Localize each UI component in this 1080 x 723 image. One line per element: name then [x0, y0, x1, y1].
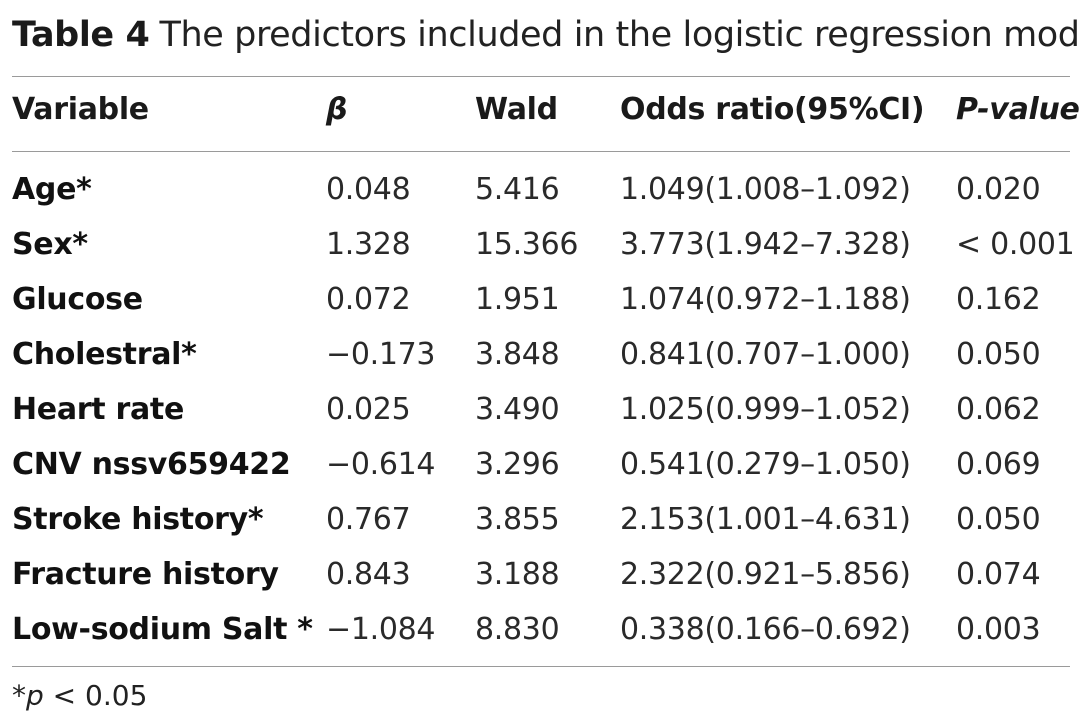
cell-variable: Fracture history — [12, 557, 279, 592]
header-wald: Wald — [475, 92, 558, 127]
cell-variable: CNV nssv659422 — [12, 447, 291, 482]
table-row: CNV nssv659422 −0.614 3.296 0.541(0.279–1.0… — [0, 445, 1080, 500]
cell-wald: 8.830 — [475, 612, 560, 647]
cell-p-value: < 0.001 — [956, 227, 1075, 262]
table-row: Stroke history* 0.767 3.855 2.153(1.001–4.6… — [0, 500, 1080, 555]
cell-wald: 3.855 — [475, 502, 560, 537]
cell-odds-ratio: 0.338(0.166–0.692) — [620, 612, 911, 647]
top-rule — [12, 76, 1070, 77]
cell-beta: 0.048 — [326, 172, 411, 207]
header-rule — [12, 151, 1070, 152]
cell-wald: 3.296 — [475, 447, 560, 482]
cell-odds-ratio: 0.841(0.707–1.000) — [620, 337, 911, 372]
table-row: Glucose 0.072 1.951 1.074(0.972–1.188) 0.162 — [0, 280, 1080, 335]
cell-p-value: 0.050 — [956, 337, 1041, 372]
cell-beta: −0.614 — [326, 447, 436, 482]
cell-p-value: 0.050 — [956, 502, 1041, 537]
footnote-p-symbol: p — [26, 679, 44, 712]
table-caption: Table 4 The predictors included in the lo… — [12, 12, 1080, 58]
cell-odds-ratio: 2.153(1.001–4.631) — [620, 502, 911, 537]
cell-wald: 3.188 — [475, 557, 560, 592]
cell-variable: Sex* — [12, 227, 88, 262]
table-row: Low-sodium Salt * −1.084 8.830 0.338(0.166–… — [0, 610, 1080, 665]
table-row: Sex* 1.328 15.366 3.773(1.942–7.328) < 0.001 — [0, 225, 1080, 280]
cell-variable: Low-sodium Salt * — [12, 612, 313, 647]
cell-variable: Stroke history* — [12, 502, 264, 537]
header-p-value: P-value — [956, 92, 1080, 127]
cell-wald: 1.951 — [475, 282, 560, 317]
footnote-text: < 0.05 — [43, 679, 148, 712]
cell-variable: Age* — [12, 172, 92, 207]
cell-p-value: 0.062 — [956, 392, 1041, 427]
cell-beta: −1.084 — [326, 612, 436, 647]
cell-beta: 0.072 — [326, 282, 411, 317]
cell-p-value: 0.162 — [956, 282, 1041, 317]
cell-wald: 3.490 — [475, 392, 560, 427]
cell-odds-ratio: 3.773(1.942–7.328) — [620, 227, 911, 262]
cell-beta: −0.173 — [326, 337, 436, 372]
bottom-rule — [12, 666, 1070, 667]
cell-p-value: 0.003 — [956, 612, 1041, 647]
cell-beta: 0.025 — [326, 392, 411, 427]
footnote-star: * — [12, 679, 26, 712]
footnote: *p < 0.05 — [12, 676, 147, 716]
table-row: Heart rate 0.025 3.490 1.025(0.999–1.052) 0.… — [0, 390, 1080, 445]
cell-odds-ratio: 1.049(1.008–1.092) — [620, 172, 911, 207]
table-row: Fracture history 0.843 3.188 2.322(0.921–5.… — [0, 555, 1080, 610]
cell-beta: 1.328 — [326, 227, 411, 262]
cell-variable: Glucose — [12, 282, 143, 317]
header-odds-ratio: Odds ratio(95%CI) — [620, 92, 925, 127]
cell-beta: 0.767 — [326, 502, 411, 537]
cell-variable: Heart rate — [12, 392, 185, 427]
cell-p-value: 0.020 — [956, 172, 1041, 207]
table-title: The predictors included in the logistic … — [159, 15, 1080, 55]
table-row: Age* 0.048 5.416 1.049(1.008–1.092) 0.020 — [0, 170, 1080, 225]
cell-variable: Cholestral* — [12, 337, 197, 372]
cell-odds-ratio: 2.322(0.921–5.856) — [620, 557, 911, 592]
cell-wald: 15.366 — [475, 227, 579, 262]
header-variable: Variable — [12, 92, 149, 127]
cell-odds-ratio: 1.074(0.972–1.188) — [620, 282, 911, 317]
table-label: Table 4 — [12, 15, 150, 55]
cell-odds-ratio: 1.025(0.999–1.052) — [620, 392, 911, 427]
cell-wald: 3.848 — [475, 337, 560, 372]
header-beta: β — [326, 92, 348, 127]
cell-p-value: 0.069 — [956, 447, 1041, 482]
cell-odds-ratio: 0.541(0.279–1.050) — [620, 447, 911, 482]
cell-wald: 5.416 — [475, 172, 560, 207]
cell-p-value: 0.074 — [956, 557, 1041, 592]
cell-beta: 0.843 — [326, 557, 411, 592]
table-row: Cholestral* −0.173 3.848 0.841(0.707–1.000)… — [0, 335, 1080, 390]
